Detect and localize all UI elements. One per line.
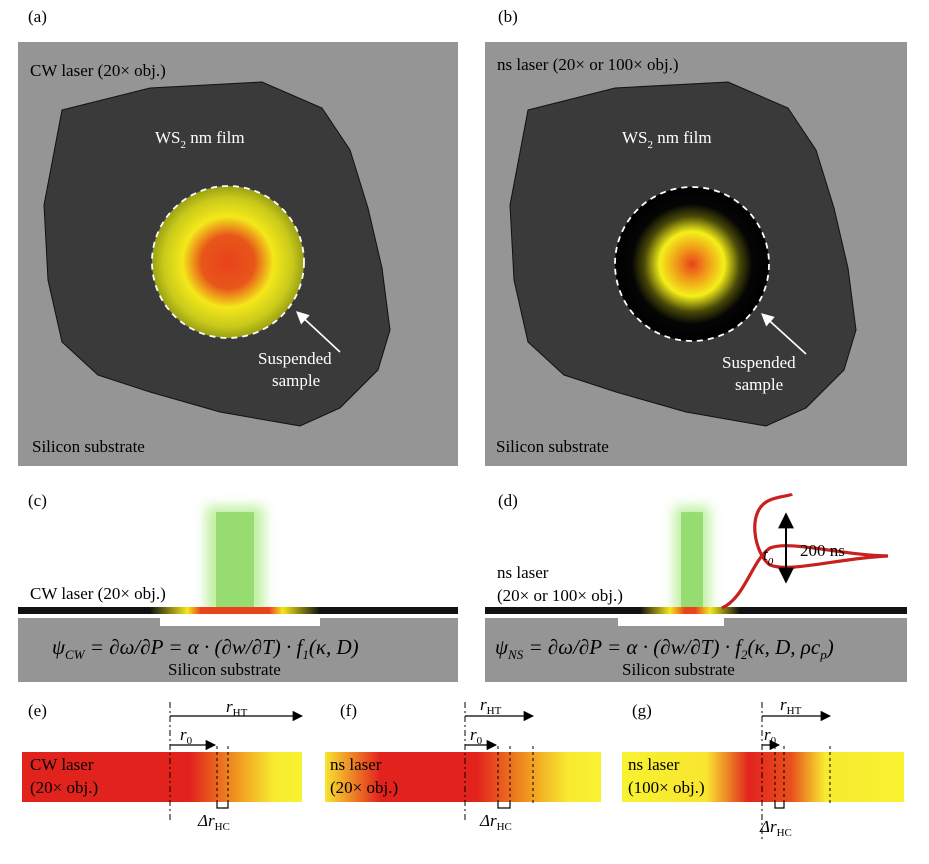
panel-c-laser-label: CW laser (20× obj.) (30, 584, 166, 603)
panel-b-laser-label: ns laser (20× or 100× obj.) (497, 55, 679, 74)
panel-a-suspended-2: sample (272, 371, 320, 390)
panel-g-delta-label: ΔrHC (759, 817, 792, 839)
panel-b-laser-spot (615, 187, 769, 341)
panel-d-laser-label-2: (20× or 100× obj.) (497, 586, 623, 605)
panel-b-dashed-boundary (614, 186, 770, 342)
panel-d-tag: (d) (498, 491, 518, 510)
panel-g-r0-label: r0 (764, 725, 777, 747)
panel-d-substrate-label: Silicon substrate (622, 660, 735, 679)
panel-c-tag: (c) (28, 491, 47, 510)
panel-g-temperature-strip (622, 752, 904, 802)
panel-e-laser-line2: (20× obj.) (30, 778, 98, 797)
panel-d-pulse-profile (721, 492, 889, 610)
panel-e-tag: (e) (28, 701, 47, 720)
panel-f-tag: (f) (340, 701, 357, 720)
panel-f-rht-label: rHT (480, 695, 502, 717)
panel-d-heated-film (640, 607, 740, 614)
panel-a: (a) CW laser (20× obj.) WS2 nm film Susp… (18, 7, 458, 466)
panel-e-temperature-strip (22, 752, 302, 802)
panel-e: (e) rHT r0 ΔrHC CW laser (20× obj.) (22, 697, 304, 833)
panel-g-rht-label: rHT (780, 695, 802, 717)
panel-a-substrate-label: Silicon substrate (32, 437, 145, 456)
panel-g-delta-bracket (774, 802, 785, 809)
panel-d-substrate (485, 618, 907, 682)
panel-c-heated-film (150, 607, 320, 614)
panel-g-laser-line2: (100× obj.) (628, 778, 705, 797)
panel-b-film-label: WS2 nm film (622, 128, 712, 151)
panel-a-film-label: WS2 nm film (155, 128, 245, 151)
panel-b-suspended-2: sample (735, 375, 783, 394)
panel-a-laser-spot (152, 186, 304, 338)
panel-b-tag: (b) (498, 7, 518, 26)
panel-c-laser-beam (216, 512, 254, 612)
panel-d: (d) t0 200 ns ns laser (20× or 100× obj.… (485, 491, 907, 682)
panel-f-temperature-strip (325, 752, 601, 802)
panel-c-equation: ψCW = ∂ω/∂P = α · (∂w/∂T) · f1(κ, D) (52, 635, 359, 662)
panel-g: (g) rHT r0 ΔrHC ns laser (100× obj.) (622, 695, 904, 840)
panel-g-laser-line1: ns laser (628, 755, 680, 774)
panel-c-substrate-label: Silicon substrate (168, 660, 281, 679)
panel-e-delta-bracket (216, 802, 229, 809)
panel-e-r0-label: r0 (180, 725, 193, 747)
panel-f-r0-label: r0 (470, 725, 483, 747)
panel-b-arrow (761, 313, 807, 355)
panel-d-suspended-gap (618, 614, 724, 626)
panel-d-laser-beam (681, 512, 703, 612)
panel-a-laser-label: CW laser (20× obj.) (30, 61, 166, 80)
panel-f-laser-line1: ns laser (330, 755, 382, 774)
panel-f-delta-label: ΔrHC (479, 811, 512, 833)
panel-f-delta-bracket (497, 802, 511, 809)
panel-f: (f) rHT r0 ΔrHC ns laser (20× obj.) (325, 695, 601, 833)
panel-c: (c) CW laser (20× obj.) ψCW = ∂ω/∂P = α … (18, 491, 458, 682)
panel-g-tag: (g) (632, 701, 652, 720)
panel-b-suspended-1: Suspended (722, 353, 796, 372)
panel-c-substrate (18, 618, 458, 682)
panel-c-suspended-gap (160, 614, 320, 626)
panel-a-tag: (a) (28, 7, 47, 26)
panel-e-delta-label: ΔrHC (197, 811, 230, 833)
panel-d-laser-label-1: ns laser (497, 563, 549, 582)
panel-a-suspended-1: Suspended (258, 349, 332, 368)
panel-d-t0: t0 (763, 545, 774, 568)
panel-b: (b) ns laser (20× or 100× obj.) WS2 nm f… (485, 7, 907, 466)
panel-a-arrow (296, 311, 341, 353)
panel-d-duration: 200 ns (800, 541, 845, 560)
panel-a-dashed-boundary (151, 185, 305, 339)
panel-b-substrate-label: Silicon substrate (496, 437, 609, 456)
panel-f-laser-line2: (20× obj.) (330, 778, 398, 797)
panel-e-laser-line1: CW laser (30, 755, 94, 774)
panel-d-equation: ψNS = ∂ω/∂P = α · (∂w/∂T) · f2(κ, D, ρcp… (495, 635, 834, 662)
panel-e-rht-label: rHT (226, 697, 248, 719)
